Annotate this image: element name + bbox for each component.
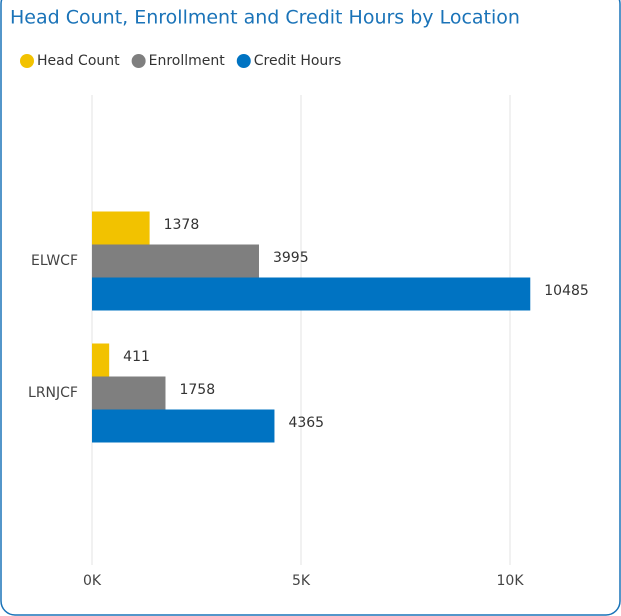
bar	[92, 376, 166, 410]
y-tick-label: ELWCF	[31, 253, 78, 269]
data-label: 411	[123, 349, 150, 365]
bar	[92, 211, 150, 245]
data-label: 3995	[273, 250, 309, 266]
legend-label: Credit Hours	[254, 53, 342, 69]
legend-swatch	[131, 54, 146, 68]
data-label: 4365	[288, 415, 324, 431]
bar	[92, 277, 531, 311]
legend-swatch	[236, 54, 251, 68]
x-tick-label: 10K	[497, 573, 525, 589]
bar	[92, 343, 110, 377]
bar	[92, 409, 275, 443]
legend-swatch	[20, 54, 34, 68]
x-tick-label: 0K	[83, 573, 102, 589]
y-tick-label: LRNJCF	[28, 385, 78, 401]
data-label: 1758	[179, 382, 215, 398]
x-tick-label: 5K	[292, 573, 311, 589]
legend-label: Enrollment	[149, 53, 226, 69]
data-label: 10485	[544, 283, 589, 299]
chart-title: Head Count, Enrollment and Credit Hours …	[10, 7, 520, 29]
legend-label: Head Count	[37, 53, 120, 69]
bar	[92, 244, 259, 278]
data-label: 1378	[164, 217, 200, 233]
